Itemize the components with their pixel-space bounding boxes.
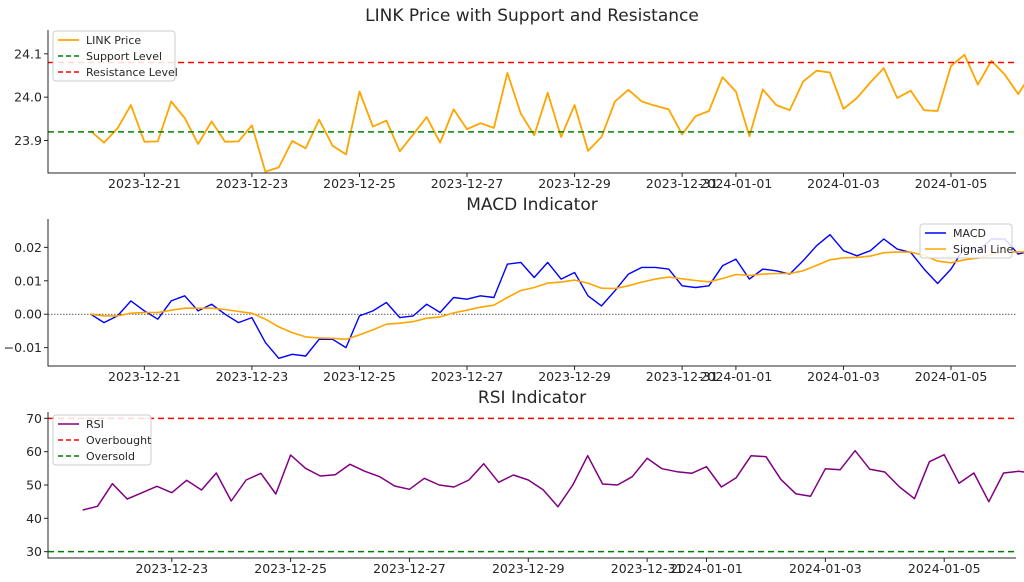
legend-label: MACD (953, 227, 986, 240)
x-tick-label: 2024-01-05 (908, 561, 981, 576)
legend-label: Overbought (86, 434, 152, 447)
x-tick-label: 2023-12-27 (373, 561, 446, 576)
legend-label: Resistance Level (86, 66, 178, 79)
legend-box (52, 30, 176, 82)
x-tick-label: 2023-12-23 (216, 369, 289, 384)
axis-spines (47, 30, 1016, 174)
series-link-price-line (90, 53, 1024, 173)
x-tick-label: 2023-12-21 (108, 176, 181, 191)
legend: RSI Overbought Oversold (52, 414, 152, 466)
y-tick-label: 60 (26, 444, 42, 459)
x-tick-label: 2023-12-31 (646, 176, 719, 191)
series-rsi-line (82, 449, 1024, 511)
y-tick-label: 0.02 (14, 240, 42, 255)
legend-label: LINK Price (86, 34, 141, 47)
chart-title: MACD Indicator (466, 195, 597, 215)
x-tick-label: 2024-01-01 (670, 561, 743, 576)
y-tick-label: 24.0 (14, 90, 42, 105)
legend-box (52, 414, 152, 466)
y-tick-label: 40 (26, 511, 42, 526)
y-tick-label: 30 (26, 544, 42, 559)
chart-title: LINK Price with Support and Resistance (365, 6, 699, 26)
x-tick-label: 2023-12-23 (135, 561, 208, 576)
series-macd-line (90, 233, 1024, 359)
x-tick-label: 2024-01-05 (915, 176, 988, 191)
x-tick-label: 2023-12-27 (431, 176, 504, 191)
x-tick-label: 2024-01-05 (915, 369, 988, 384)
x-tick-label: 2023-12-25 (323, 369, 396, 384)
legend: MACD Signal Line (919, 223, 1013, 259)
y-tick-label: 50 (26, 478, 42, 493)
axis-spines (47, 219, 1016, 367)
legend-label: Signal Line (953, 243, 1013, 256)
series-signal-line-line (90, 250, 1024, 341)
y-tick-label: 0.00 (14, 307, 42, 322)
x-tick-label: 2023-12-27 (431, 369, 504, 384)
legend-label: RSI (86, 418, 104, 431)
chart-panel-3: RSI Indicator 30 40 50 60 70 2023-12-23 2023-12… (26, 388, 1024, 576)
x-tick-label: 2023-12-21 (108, 369, 181, 384)
x-tick-label: 2023-12-29 (492, 561, 565, 576)
y-tick-label: 23.9 (14, 133, 42, 148)
x-tick-label: 2023-12-31 (646, 369, 719, 384)
chart-title: RSI Indicator (478, 388, 586, 408)
x-tick-label: 2023-12-25 (323, 176, 396, 191)
y-tick-label: −0.01 (4, 340, 42, 355)
legend: LINK Price Support Level Resistance Level (52, 30, 178, 82)
x-tick-label: 2023-12-25 (254, 561, 327, 576)
y-tick-label: 24.1 (14, 46, 42, 61)
legend-label: Oversold (86, 450, 135, 463)
x-tick-label: 2023-12-29 (538, 369, 611, 384)
y-tick-label: 0.01 (14, 273, 42, 288)
x-tick-label: 2024-01-01 (700, 176, 773, 191)
legend-label: Support Level (86, 50, 162, 63)
y-tick-label: 70 (26, 411, 42, 426)
axis-spines (47, 412, 1016, 559)
x-tick-label: 2023-12-23 (216, 176, 289, 191)
chart-panel-1: LINK Price with Support and Resistance 23… (14, 6, 1024, 191)
x-tick-label: 2023-12-31 (611, 561, 684, 576)
chart-panel-2: MACD Indicator −0.01 0.00 0.01 0.02 2023-12-2… (4, 195, 1024, 384)
x-tick-label: 2024-01-01 (700, 369, 773, 384)
x-tick-label: 2023-12-29 (538, 176, 611, 191)
x-tick-label: 2024-01-03 (789, 561, 862, 576)
x-tick-label: 2024-01-03 (807, 176, 880, 191)
x-tick-label: 2024-01-03 (807, 369, 880, 384)
